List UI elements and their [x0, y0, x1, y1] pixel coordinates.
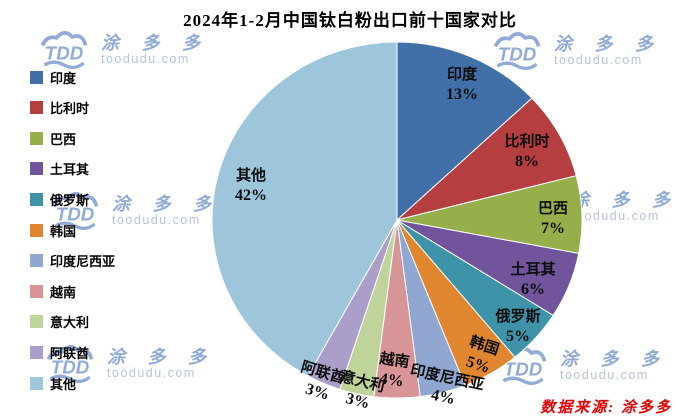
legend-label: 巴西	[50, 131, 77, 147]
legend-swatch	[30, 254, 43, 268]
legend-swatch	[30, 315, 43, 329]
legend-item-韩国: 韩国	[30, 223, 77, 239]
legend-label: 阿联酋	[50, 345, 90, 361]
legend-item-阿联酋: 阿联酋	[30, 345, 90, 361]
legend-swatch	[30, 192, 43, 206]
pie-slice-比利时	[396, 97, 577, 221]
legend-swatch	[30, 345, 43, 359]
legend-label: 比利时	[50, 101, 90, 117]
legend-label: 韩国	[50, 223, 77, 239]
legend-label: 印度	[50, 70, 77, 86]
legend-item-其他: 其他	[30, 376, 77, 392]
legend-swatch	[30, 70, 43, 84]
legend-label: 土耳其	[50, 162, 90, 178]
legend-item-印度尼西亚: 印度尼西亚	[30, 254, 116, 270]
legend-item-俄罗斯: 俄罗斯	[30, 192, 90, 208]
pie-slice-印度	[396, 41, 533, 222]
pie-slice-其他	[211, 41, 398, 377]
data-source-note: 数据来源: 涂多多	[540, 400, 672, 416]
legend-swatch	[30, 131, 43, 145]
legend-item-意大利: 意大利	[30, 315, 90, 331]
legend-swatch	[30, 162, 43, 176]
legend: 印度比利时巴西土耳其俄罗斯韩国印度尼西亚越南意大利阿联酋其他	[0, 0, 160, 420]
legend-label: 其他	[50, 376, 77, 392]
legend-label: 俄罗斯	[50, 192, 90, 208]
chart-title: 2024年1-2月中国钛白粉出口前十国家对比	[183, 11, 517, 30]
legend-item-土耳其: 土耳其	[30, 162, 90, 178]
legend-label: 印度尼西亚	[50, 254, 116, 270]
legend-swatch	[30, 101, 43, 115]
legend-label: 意大利	[50, 315, 90, 331]
legend-item-印度: 印度	[30, 70, 77, 86]
legend-swatch	[30, 284, 43, 298]
legend-item-巴西: 巴西	[30, 131, 77, 147]
legend-item-越南: 越南	[30, 284, 77, 300]
legend-label: 越南	[50, 284, 77, 300]
legend-item-比利时: 比利时	[30, 101, 90, 117]
legend-swatch	[30, 223, 43, 237]
legend-swatch	[30, 376, 43, 390]
